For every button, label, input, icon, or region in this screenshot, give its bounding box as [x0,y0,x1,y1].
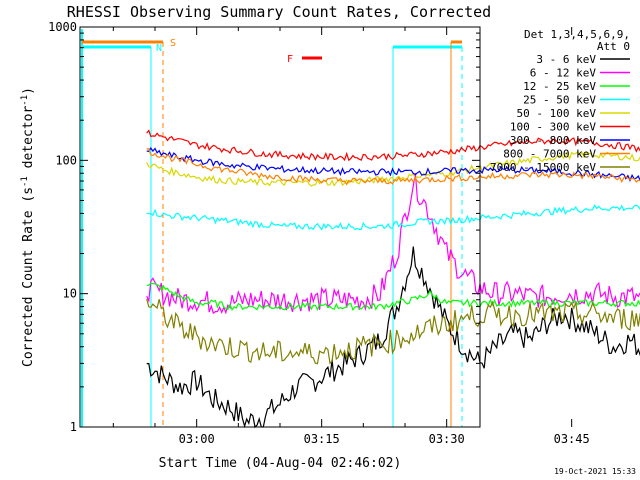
flag-label-f: F [287,54,293,65]
y-axis-label-end: ) [21,87,36,95]
y-axis-label: Corrected Count Rate (s-1 detector-1) [20,87,36,367]
legend-label-4: 25 - 50 keV [523,94,596,107]
y-tick-label-0: 1 [70,420,77,434]
y-tick-label-1: 10 [63,287,77,301]
chart-title: RHESSI Observing Summary Count Rates, Co… [67,3,491,21]
y-axis-label-sup1: -1 [20,176,30,187]
x-tick-label-3: 03:45 [554,432,590,446]
legend-label-9: 7000 - 15000 keV [490,161,596,174]
legend-label-8: 800 - 7000 keV [503,148,596,161]
series-line-9 [146,298,640,365]
legend-label-7: 300 - 800 keV [510,134,596,147]
series-line-5 [146,150,640,187]
y-axis-label-main: Corrected Count Rate (s [21,187,36,367]
series-line-2 [146,173,640,315]
series-line-7 [146,146,640,182]
y-tick-label-2: 100 [55,153,77,167]
legend-header-2: Att 0 [597,40,630,53]
series-line-8 [146,148,640,186]
series-line-4 [146,204,640,231]
legend-label-5: 50 - 100 keV [517,107,597,120]
series-line-3 [146,282,640,312]
legend-label-1: 3 - 6 keV [536,53,596,66]
legend-label-3: 12 - 25 keV [523,80,596,93]
y-axis-label-mid: detector [21,106,36,177]
x-tick-label-0: 03:00 [179,432,215,446]
flag-label-s: S [170,38,176,49]
series-line-6 [146,129,640,162]
x-axis-label: Start Time (04-Aug-04 02:46:02) [159,456,402,471]
y-tick-label-3: 1000 [48,20,77,34]
footer-date: 19-Oct-2021 15:33 [554,467,636,476]
y-axis-label-sup2: -1 [20,95,30,106]
plot-overlays: SN F [81,29,463,427]
legend-label-6: 100 - 300 keV [510,121,596,134]
legend-header-1: Det 1,3,4,5,6,9, [524,28,630,41]
flag-label-n: N [156,43,162,54]
x-tick-label-1: 03:15 [304,432,340,446]
x-tick-label-2: 03:30 [429,432,465,446]
legend-label-2: 6 - 12 keV [530,67,597,80]
